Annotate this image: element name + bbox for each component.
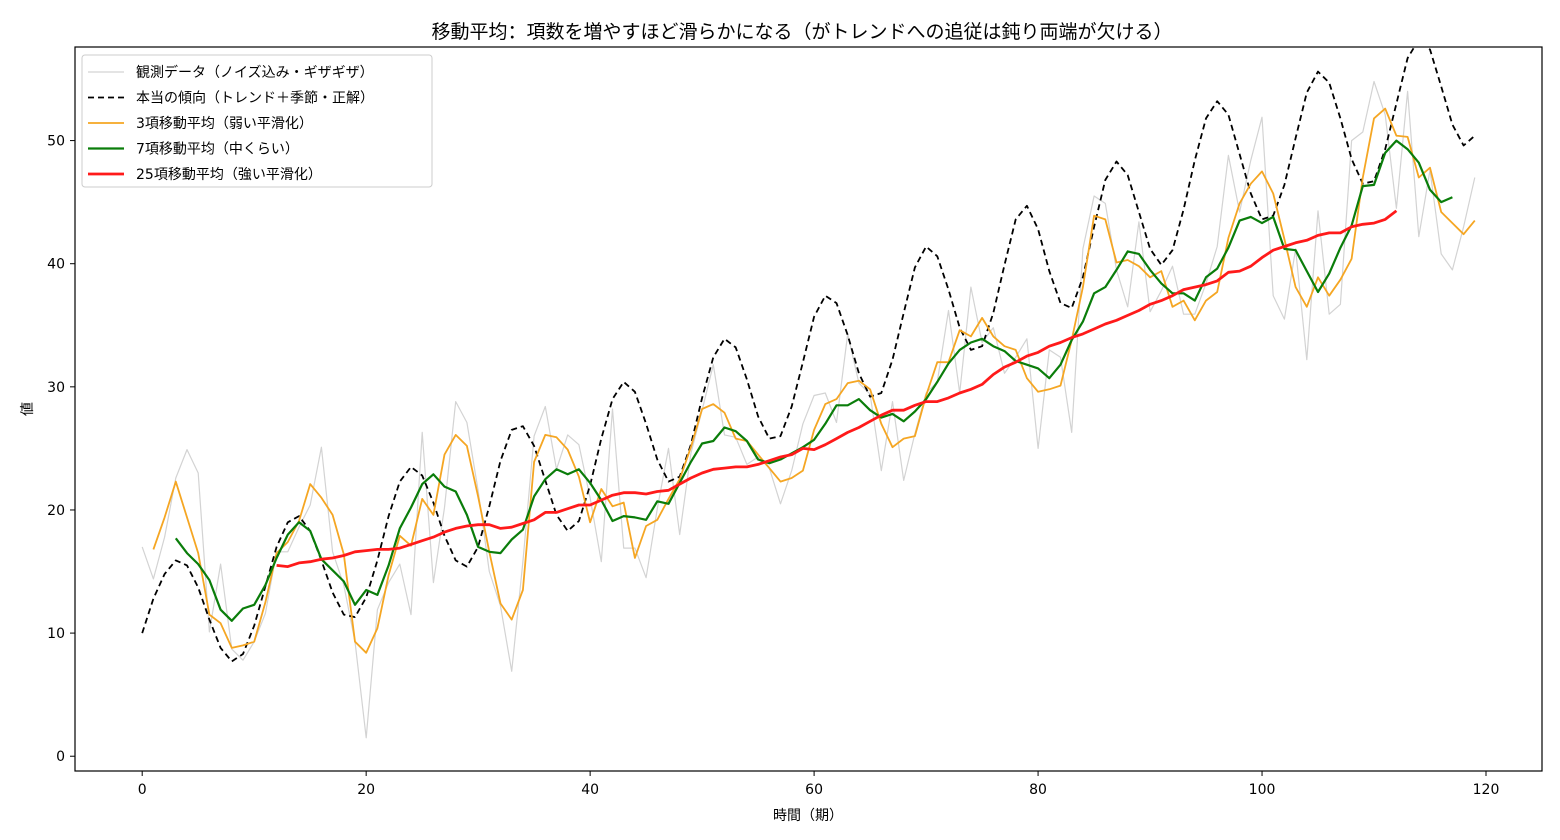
x-tick-label: 20 [357,782,375,798]
y-tick-label: 40 [47,257,65,273]
y-tick-label: 50 [47,134,65,150]
x-axis: 0 20 40 60 80 100 120 [138,771,1500,798]
x-tick-label: 0 [138,782,147,798]
legend-label-1: 観測データ（ノイズ込み・ギザギザ） [136,64,374,81]
x-axis-label: 時間（期） [773,808,843,824]
series-line-3 [152,107,1476,654]
y-axis: 0 10 20 30 40 50 [47,134,75,765]
y-tick-label: 0 [56,749,65,765]
x-tick-label: 40 [581,782,599,798]
x-tick-label: 120 [1473,782,1500,798]
chart-legend: 観測データ（ノイズ込み・ギザギザ） 本当の傾向（トレンド＋季節・正解） 3項移動平均… [81,54,433,188]
y-tick-label: 10 [47,626,65,642]
legend-label-4: 7項移動平均（中くらい） [136,142,299,158]
x-tick-label: 80 [1029,782,1047,798]
legend-label-5: 25項移動平均（強い平滑化） [136,166,322,183]
plot-area [141,47,1476,739]
chart-title: 移動平均：項数を増やすほど滑らかになる（がトレンドへの追従は鈍り両端が欠ける） [431,21,1172,43]
legend-label-2: 本当の傾向（トレンド＋季節・正解） [136,90,374,107]
series-line-5 [276,209,1398,568]
x-tick-label: 60 [805,782,823,798]
y-axis-label: 値 [20,402,36,416]
series-line-4 [174,139,1453,622]
series-line-1 [141,80,1476,739]
legend-box [81,54,433,188]
y-tick-label: 30 [47,380,65,396]
y-tick-label: 20 [47,503,65,519]
x-tick-label: 100 [1249,782,1276,798]
legend-label-3: 3項移動平均（弱い平滑化） [136,115,313,132]
series-line-2 [141,47,1476,663]
plot-frame [74,46,1543,772]
